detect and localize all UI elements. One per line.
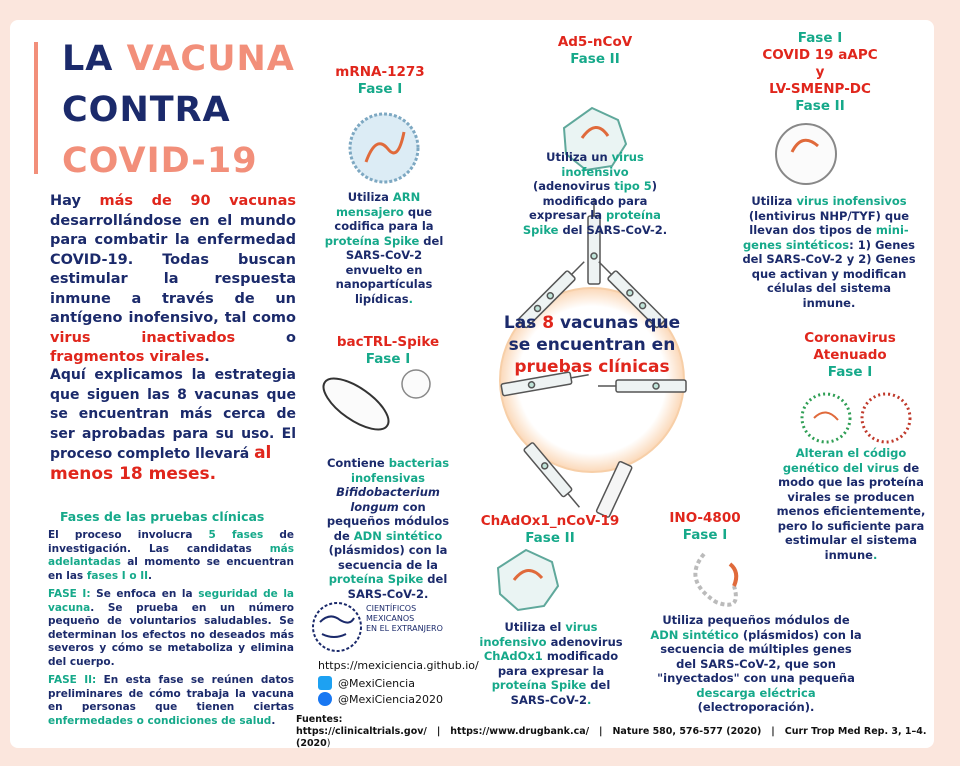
- vaccine-coronavirus-description: Alteran el código genético del virus de …: [776, 446, 926, 562]
- page-title: LA VACUNA CONTRA COVID-19: [62, 39, 295, 181]
- org-name: CIENTÍFICOS MEXICANOS EN EL EXTRANJERO: [366, 604, 443, 633]
- facebook-icon: [318, 692, 332, 706]
- strategy-paragraph: Aquí explicamos la estrategia que siguen…: [50, 367, 296, 484]
- phase-one-description: FASE I: Se enfoca en la seguridad de la …: [48, 588, 295, 668]
- syringe-icons: [500, 198, 687, 518]
- vaccine-chadox1-description: Utiliza el virus inofensivo adenovirus C…: [479, 620, 623, 707]
- coronavirus-icons: [800, 392, 912, 444]
- org-url[interactable]: https://mexiciencia.github.io/: [318, 659, 479, 672]
- lentivirus-icon: [775, 123, 837, 185]
- vaccine-mrna: mRNA-1273 Fase I: [335, 64, 425, 97]
- dna-plasmid-icon: [693, 552, 739, 607]
- adenovirus-chadox-icon: [496, 548, 560, 612]
- hub-title: Las 8 vacunas que se encuentran en prueba…: [503, 313, 681, 377]
- vaccine-aapc-description: Utiliza virus inofensivos (lentivirus NH…: [742, 194, 916, 310]
- sources: Fuentes: https://clinicaltrials.gov/ | h…: [296, 714, 927, 749]
- vaccine-bactrl: bacTRL-Spike Fase I: [336, 334, 440, 367]
- adenovirus-icon: [562, 106, 628, 172]
- mrna-nanoparticle-icon: [348, 112, 420, 184]
- globe-logo-icon: [312, 602, 362, 652]
- vaccine-bactrl-description: Contiene bacterias inofensivas Bifidobact…: [326, 456, 450, 601]
- vaccine-ad5: Ad5-nCoV Fase II: [557, 34, 633, 67]
- phases-overview: El proceso involucra 5 fases de investig…: [48, 529, 294, 582]
- central-diagram: [322, 106, 912, 612]
- vaccine-ad5-description: Utiliza un virus inofensivo (adenovirus …: [522, 150, 668, 237]
- vaccine-aapc: Fase I COVID 19 aAPC y LV-SMENP-DC Fase …: [762, 30, 878, 114]
- intro-paragraph: Hay más de 90 vacunas desarrollándose en…: [50, 193, 296, 365]
- bacterium-icon: [322, 369, 431, 431]
- vaccine-coronavirus-attenuated: Coronavirus Atenuado Fase I: [804, 330, 896, 380]
- phases-heading: Fases de las pruebas clínicas: [60, 509, 265, 524]
- twitter-link[interactable]: @MexiCiencia: [318, 676, 415, 690]
- facebook-link[interactable]: @MexiCiencia2020: [318, 692, 443, 706]
- phase-two-description: FASE II: En esta fase se reúnen datos pr…: [48, 674, 294, 727]
- vaccine-ino4800-description: Utiliza pequeños módulos de ADN sintétic…: [650, 613, 862, 714]
- vaccine-mrna-description: Utiliza ARN mensajero que codifica para …: [324, 190, 444, 306]
- title-accent-bar: [34, 42, 38, 174]
- vaccine-ino4800: INO-4800 Fase I: [669, 510, 741, 543]
- twitter-icon: [318, 676, 332, 690]
- vaccine-chadox1: ChAdOx1_nCoV-19 Fase II: [480, 513, 620, 546]
